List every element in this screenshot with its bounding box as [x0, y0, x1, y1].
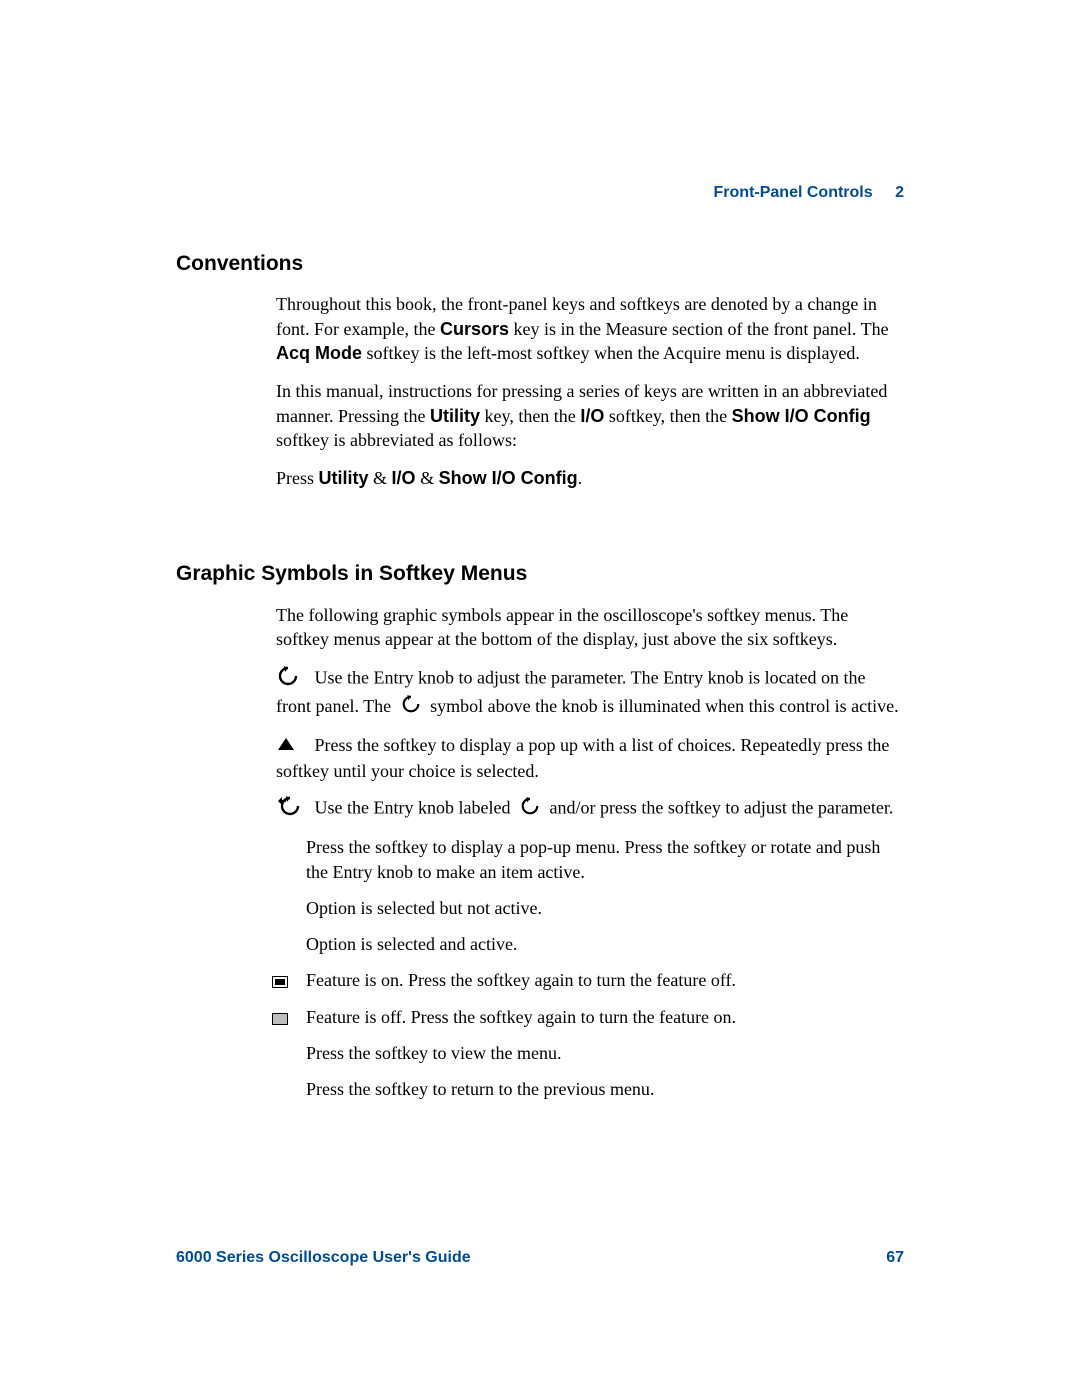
- rotate-press-icon: [276, 795, 304, 823]
- text: &: [416, 468, 439, 488]
- key-acq-mode: Acq Mode: [276, 343, 362, 363]
- list-item: Press the softkey to return to the previ…: [306, 1077, 904, 1101]
- symbols-intro: The following graphic symbols appear in …: [276, 603, 904, 652]
- key-show-io-config: Show I/O Config: [439, 468, 578, 488]
- text: Press: [276, 468, 319, 488]
- footer-title: 6000 Series Oscilloscope User's Guide: [176, 1247, 471, 1269]
- feature-off-icon: [272, 1007, 288, 1031]
- text: and/or press the softkey to adjust the p…: [549, 797, 893, 817]
- footer-page-number: 67: [886, 1247, 904, 1269]
- page-header: Front-Panel Controls 2: [714, 182, 904, 204]
- key-show-io-config: Show I/O Config: [732, 406, 871, 426]
- key-utility: Utility: [319, 468, 369, 488]
- page-footer: 6000 Series Oscilloscope User's Guide 67: [176, 1247, 904, 1269]
- list-item: Press the softkey to view the menu.: [306, 1041, 904, 1065]
- text: key, then the: [480, 406, 580, 426]
- text: Press the softkey to view the menu.: [306, 1043, 561, 1063]
- list-item: Feature is on. Press the softkey again t…: [306, 968, 904, 992]
- list-item: Option is selected but not active.: [306, 896, 904, 920]
- rotate-knob-icon: [400, 694, 422, 720]
- symbols-body: The following graphic symbols appear in …: [276, 603, 904, 824]
- conventions-p3: Press Utility & I/O & Show I/O Config.: [276, 466, 904, 490]
- text: softkey is abbreviated as follows:: [276, 430, 517, 450]
- text: Press the softkey to display a pop-up me…: [306, 837, 880, 881]
- text: symbol above the knob is illuminated whe…: [430, 696, 898, 716]
- list-item: Press the softkey to display a pop-up me…: [306, 835, 904, 884]
- list-item: Option is selected and active.: [306, 932, 904, 956]
- list-item: Feature is off. Press the softkey again …: [306, 1005, 904, 1029]
- conventions-p2: In this manual, instructions for pressin…: [276, 379, 904, 452]
- text: Option is selected and active.: [306, 934, 517, 954]
- symbol-popup-list: Press the softkey to display a pop up wi…: [276, 733, 904, 783]
- section-heading-symbols: Graphic Symbols in Softkey Menus: [176, 560, 904, 588]
- text: Feature is on. Press the softkey again t…: [306, 970, 736, 990]
- text: softkey, then the: [604, 406, 731, 426]
- text: &: [369, 468, 392, 488]
- feature-on-icon: [272, 970, 288, 994]
- section-heading-conventions: Conventions: [176, 250, 904, 278]
- text: Use the Entry knob labeled: [315, 797, 515, 817]
- key-io: I/O: [580, 406, 604, 426]
- rotate-knob-icon: [276, 665, 304, 693]
- text: key is in the Measure section of the fro…: [509, 319, 889, 339]
- symbol-list: Press the softkey to display a pop-up me…: [306, 835, 904, 1101]
- key-utility: Utility: [430, 406, 480, 426]
- text: .: [578, 468, 583, 488]
- symbol-entry-knob: Use the Entry knob to adjust the paramet…: [276, 665, 904, 720]
- text: Press the softkey to return to the previ…: [306, 1079, 654, 1099]
- symbol-entry-or-softkey: Use the Entry knob labeled and/or press …: [276, 795, 904, 823]
- conventions-body: Throughout this book, the front-panel ke…: [276, 292, 904, 490]
- text: Press the softkey to display a pop up wi…: [276, 735, 889, 781]
- key-cursors: Cursors: [440, 319, 509, 339]
- text: Option is selected but not active.: [306, 898, 542, 918]
- text: softkey is the left-most softkey when th…: [362, 343, 860, 363]
- chapter-title: Front-Panel Controls: [714, 184, 873, 201]
- chapter-number: 2: [895, 184, 904, 201]
- triangle-up-icon: [276, 734, 304, 758]
- conventions-p1: Throughout this book, the front-panel ke…: [276, 292, 904, 365]
- key-io: I/O: [392, 468, 416, 488]
- rotate-knob-icon: [519, 796, 541, 822]
- document-page: Front-Panel Controls 2 Conventions Throu…: [0, 0, 1080, 1397]
- text: Feature is off. Press the softkey again …: [306, 1007, 736, 1027]
